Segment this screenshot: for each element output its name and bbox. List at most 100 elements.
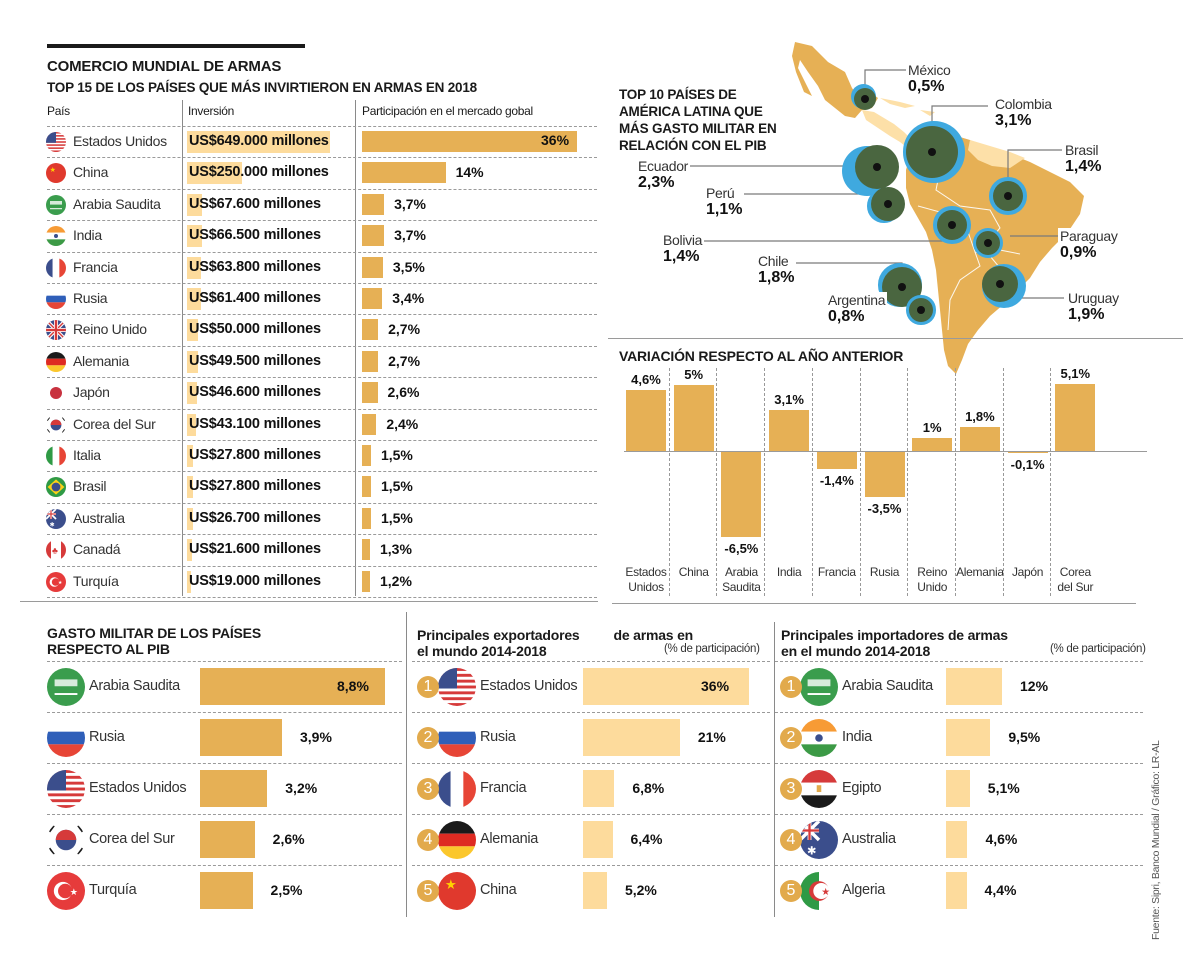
importers-title: Principales importadores de armas en el … [781, 627, 1008, 659]
country-name: China [73, 164, 109, 181]
investment-value: US$43.100 millones [189, 415, 321, 432]
row-divider [412, 814, 770, 815]
investment-value: US$27.800 millones [189, 447, 321, 463]
country-name: México [908, 62, 951, 78]
australia-flag-icon: ✱ [800, 821, 838, 859]
rank-badge: 2 [417, 727, 439, 749]
country-name: Alemania [73, 352, 129, 369]
title-line: RESPECTO AL PIB [47, 641, 170, 657]
investment-value: US$649.000 millones [189, 133, 329, 149]
column-divider [668, 368, 670, 596]
variation-bar [864, 451, 905, 498]
map-label-mxico: México 0,5% [906, 62, 953, 96]
value-label: 3,9% [299, 729, 332, 745]
bubble-dot [873, 163, 881, 171]
country-name: Rusia [89, 729, 125, 745]
country-name: Egipto [842, 780, 882, 796]
country-value: 1,9% [1068, 306, 1105, 323]
variation-bar [959, 427, 1000, 451]
country-name: Canadá [73, 541, 121, 558]
row-divider [47, 661, 402, 662]
korea-flag-icon [47, 821, 85, 859]
row-divider [775, 814, 1143, 815]
investment-value: US$67.600 millones [189, 195, 321, 212]
variation-category: Alemania [954, 565, 1006, 580]
country-value: 0,5% [908, 78, 945, 95]
rank-badge: 1 [780, 676, 802, 698]
investment-value: US$27.800 millones [189, 478, 321, 495]
variation-category: China [668, 565, 720, 580]
country-name: Colombia [995, 96, 1052, 112]
title-rule [47, 44, 305, 48]
country-name: Estados Unidos [480, 678, 578, 694]
country-name: Uruguay [1068, 290, 1119, 306]
variation-bar [626, 390, 666, 451]
country-name: Rusia [480, 729, 516, 745]
title-line: en el mundo 2014-2018 [781, 643, 931, 659]
italy-flag-icon [46, 446, 66, 466]
row-divider [47, 251, 597, 253]
share-bar [362, 225, 385, 247]
share-label: 2,6% [387, 384, 420, 401]
value-label: 3,2% [285, 780, 318, 796]
variation-category: Japón [1002, 565, 1054, 580]
value-label: 4,6% [985, 831, 1018, 847]
investment-value: US$50.000 millones [189, 321, 321, 338]
title-part: de armas en [613, 627, 694, 643]
investment-highlight [187, 570, 192, 593]
value-bar [583, 719, 680, 756]
germany-flag-icon [438, 821, 476, 859]
title-line: GASTO MILITAR DE LOS PAÍSES [47, 625, 261, 641]
rank-badge: 4 [417, 829, 439, 851]
investment-highlight [187, 539, 192, 562]
row-divider [775, 661, 1143, 662]
title-line: AMÉRICA LATINA QUE [619, 104, 763, 119]
col-header-share: Participación en el mercado gobal [362, 104, 533, 118]
bubble-dot [1004, 192, 1012, 200]
svg-text:★: ★ [70, 887, 78, 897]
row-divider [47, 471, 597, 473]
value-bar [583, 872, 607, 909]
country-name: Estados Unidos [89, 780, 187, 796]
bubble-dot [948, 221, 956, 229]
country-name: Francia [480, 780, 527, 796]
category-line: India [776, 565, 802, 579]
rank-badge: 4 [780, 829, 802, 851]
column-divider [907, 368, 909, 596]
variation-bar [816, 451, 857, 470]
row-divider [47, 440, 597, 441]
country-name: Japón [73, 384, 110, 401]
value-label: 9,5% [1008, 729, 1041, 745]
variation-value: 3,1% [774, 392, 804, 408]
share-bar [362, 476, 371, 498]
rank-badge: 1 [417, 676, 439, 698]
value-bar [946, 821, 968, 858]
share-bar [362, 288, 383, 309]
france-flag-icon [46, 257, 66, 278]
china-flag-icon: ★ [438, 872, 476, 910]
country-name: Arabia Saudita [73, 195, 161, 212]
gdp-section-title: GASTO MILITAR DE LOS PAÍSES RESPECTO AL … [47, 625, 261, 657]
value-label: 6,8% [632, 780, 665, 796]
value-bar [583, 770, 615, 807]
variation-category: Francia [811, 565, 863, 580]
title-part: Principales exportadores [417, 627, 580, 643]
section-divider [608, 338, 1183, 339]
column-divider [182, 100, 183, 596]
value-bar [200, 872, 253, 909]
investment-highlight [187, 319, 199, 342]
egypt-flag-icon [800, 770, 838, 808]
variation-value: -6,5% [724, 540, 759, 556]
bubble-dot [928, 148, 936, 156]
map-guianas [968, 140, 1025, 168]
row-divider [47, 865, 402, 866]
canada-flag-icon: ♣ [46, 540, 66, 561]
share-bar [362, 413, 377, 435]
bubble-dot [984, 239, 992, 247]
variation-bar [1007, 451, 1048, 453]
category-line: Unido [917, 580, 948, 594]
row-divider [47, 502, 597, 504]
share-label: 36% [541, 132, 570, 148]
value-label: 8,8% [337, 678, 369, 694]
variation-category: Reino Unido [906, 565, 958, 595]
